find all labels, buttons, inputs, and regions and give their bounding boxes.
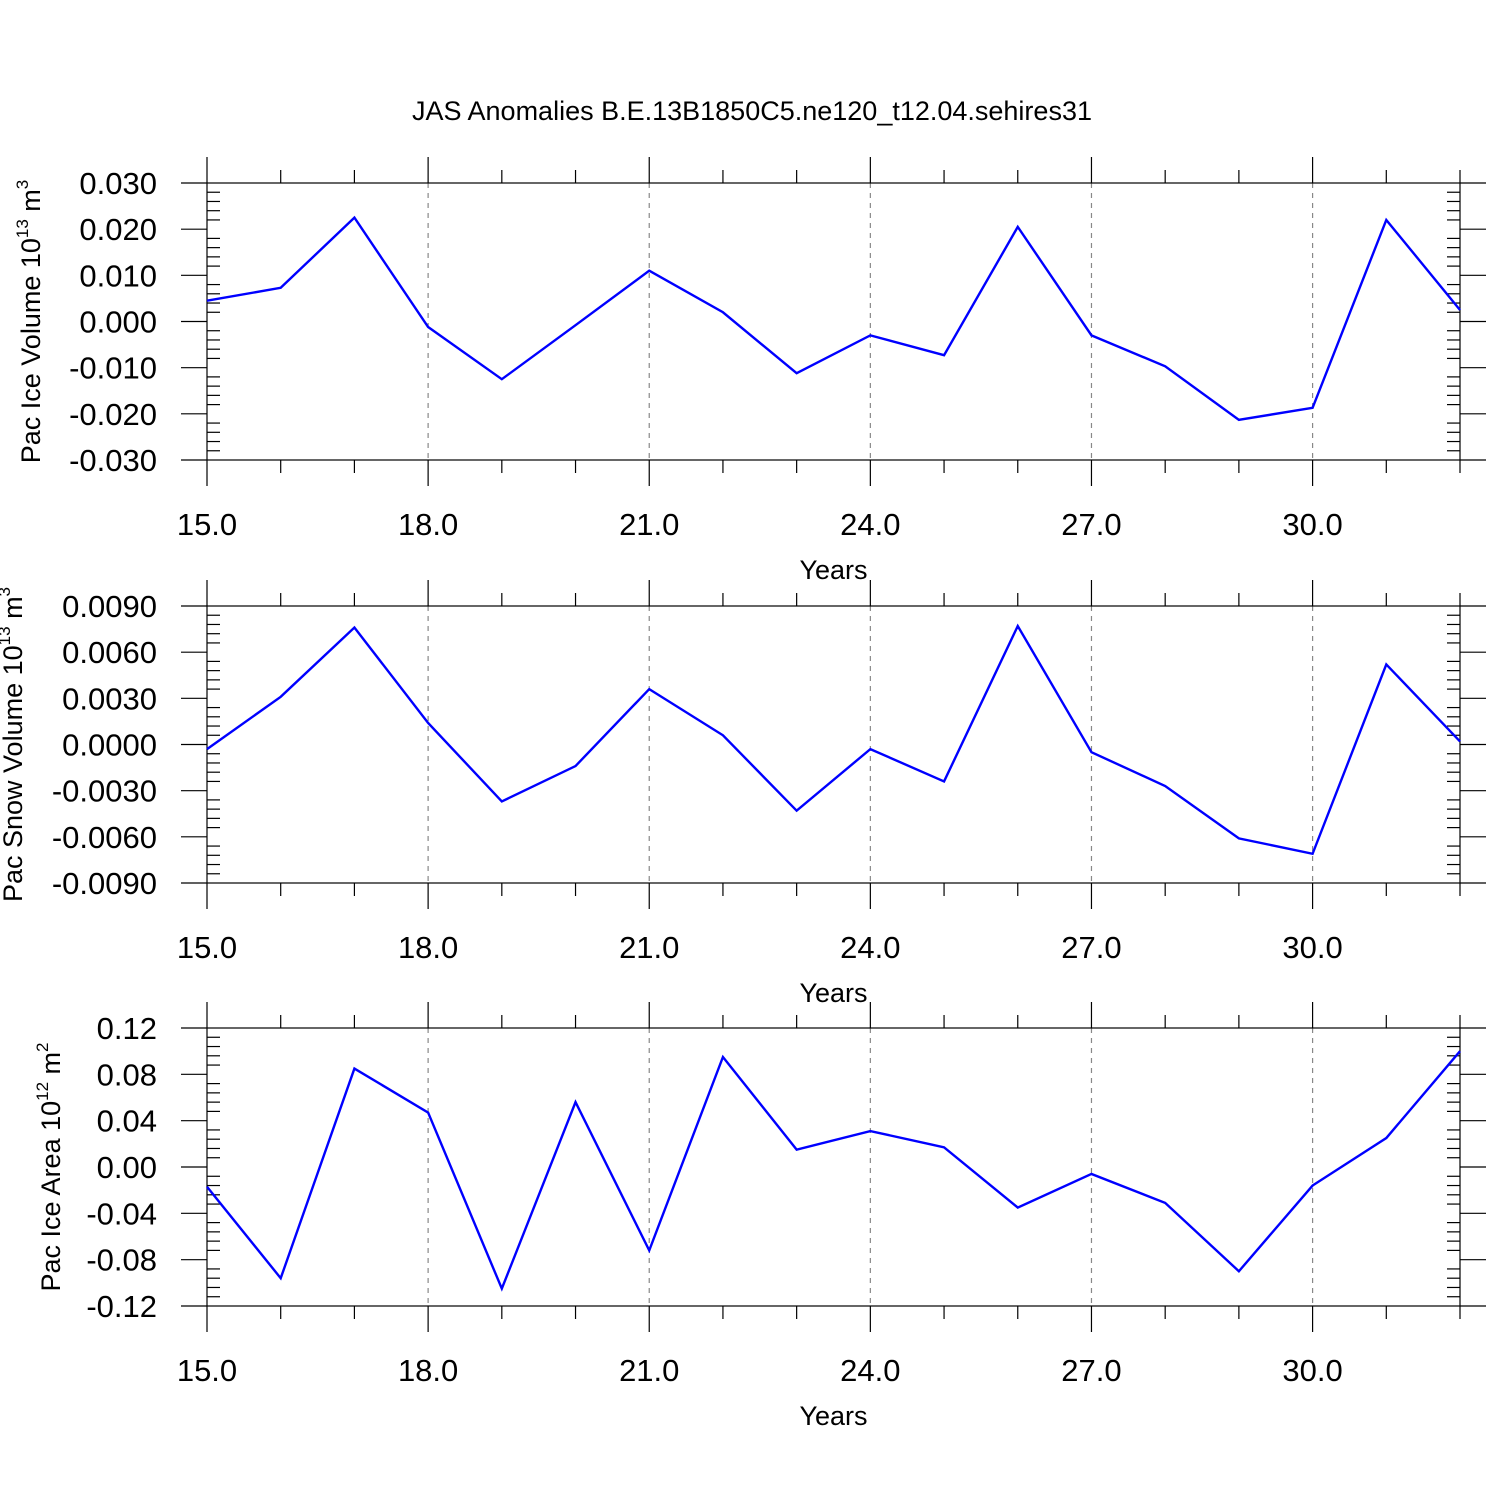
y-axis-title-unit: m <box>0 596 28 626</box>
y-axis-title-text: Pac Snow Volume 10 <box>0 645 28 902</box>
x-tick-label: 18.0 <box>398 930 458 965</box>
y-tick-label: 0.12 <box>97 1011 157 1046</box>
y-axis-title: Pac Ice Area 1012 m2 <box>33 1042 66 1291</box>
panels: 15.0 18.0 21.0 24.0 27.0 30.0 -0.030 -0.020 -0.0… <box>0 157 1486 1431</box>
y-axis-title-exponent: 12 <box>33 1082 52 1101</box>
x-axis-title: Years <box>799 1401 867 1431</box>
y-tick-label: 0.000 <box>79 305 157 340</box>
x-tick-label: 21.0 <box>619 507 679 542</box>
y-axis-title-text: Pac Ice Volume 10 <box>16 238 46 463</box>
x-tick-label: 15.0 <box>177 930 237 965</box>
chart-panel-ice-area: 15.0 18.0 21.0 24.0 27.0 30.0 -0.12 -0.08 -0.04 0… <box>33 1002 1486 1431</box>
y-tick-label: 0.0000 <box>62 728 157 763</box>
y-axis-title: Pac Snow Volume 1013 m3 <box>0 587 28 902</box>
series-line <box>206 215 1461 422</box>
y-axis-title-unit: m <box>36 1052 66 1082</box>
y-tick-label: -0.020 <box>69 397 157 432</box>
series-line <box>206 1050 1461 1292</box>
y-tick-label: -0.12 <box>86 1289 157 1324</box>
y-tick-label: 0.010 <box>79 258 157 293</box>
x-tick-label: 18.0 <box>398 1353 458 1388</box>
y-tick-label: -0.010 <box>69 351 157 386</box>
y-axis-title-unit-exponent: 2 <box>33 1042 52 1051</box>
y-tick-label: -0.0030 <box>52 774 157 809</box>
x-tick-label: 24.0 <box>840 1353 900 1388</box>
y-tick-label: 0.0090 <box>62 589 157 624</box>
y-tick-label: 0.0060 <box>62 635 157 670</box>
series-line <box>206 623 1461 856</box>
y-axis-title: Pac Ice Volume 1013 m3 <box>13 180 46 464</box>
x-tick-label: 15.0 <box>177 507 237 542</box>
x-tick-label: 27.0 <box>1061 1353 1121 1388</box>
x-tick-label: 18.0 <box>398 507 458 542</box>
x-tick-label: 27.0 <box>1061 507 1121 542</box>
y-axis-title-unit-exponent: 3 <box>0 587 14 596</box>
y-tick-label: 0.020 <box>79 212 157 247</box>
chart-panel-ice-volume: 15.0 18.0 21.0 24.0 27.0 30.0 -0.030 -0.020 -0.0… <box>13 157 1486 585</box>
plot-frame <box>206 605 1461 884</box>
x-tick-label: 24.0 <box>840 507 900 542</box>
x-tick-label: 30.0 <box>1282 1353 1342 1388</box>
x-tick-label: 21.0 <box>619 1353 679 1388</box>
x-tick-label: 21.0 <box>619 930 679 965</box>
y-axis-title-unit: m <box>16 189 46 219</box>
chart-panel-snow-volume: 15.0 18.0 21.0 24.0 27.0 30.0 -0.0090 -0.0060 -0… <box>0 580 1486 1008</box>
x-tick-label: 30.0 <box>1282 507 1342 542</box>
x-tick-label: 15.0 <box>177 1353 237 1388</box>
x-tick-label: 24.0 <box>840 930 900 965</box>
y-tick-label: -0.0060 <box>52 820 157 855</box>
y-tick-label: 0.04 <box>97 1104 157 1139</box>
figure-title: JAS Anomalies B.E.13B1850C5.ne120_t12.04… <box>412 96 1092 126</box>
plot-frame <box>206 182 1461 461</box>
y-tick-label: 0.0030 <box>62 681 157 716</box>
y-axis-title-exponent: 13 <box>0 626 14 645</box>
plot-frame <box>206 1027 1461 1307</box>
y-tick-label: -0.0090 <box>52 866 157 901</box>
x-tick-label: 27.0 <box>1061 930 1121 965</box>
y-tick-label: 0.030 <box>79 166 157 201</box>
y-tick-label: 0.00 <box>97 1150 157 1185</box>
y-axis-title-unit-exponent: 3 <box>13 180 32 189</box>
x-axis-title: Years <box>799 978 867 1008</box>
x-tick-label: 30.0 <box>1282 930 1342 965</box>
y-axis-title-text: Pac Ice Area 10 <box>36 1101 66 1292</box>
y-axis-title-exponent: 13 <box>13 219 32 238</box>
y-tick-label: -0.04 <box>86 1196 157 1231</box>
y-tick-label: 0.08 <box>97 1057 157 1092</box>
y-tick-label: -0.030 <box>69 443 157 478</box>
y-tick-label: -0.08 <box>86 1243 157 1278</box>
x-axis-title: Years <box>799 555 867 585</box>
